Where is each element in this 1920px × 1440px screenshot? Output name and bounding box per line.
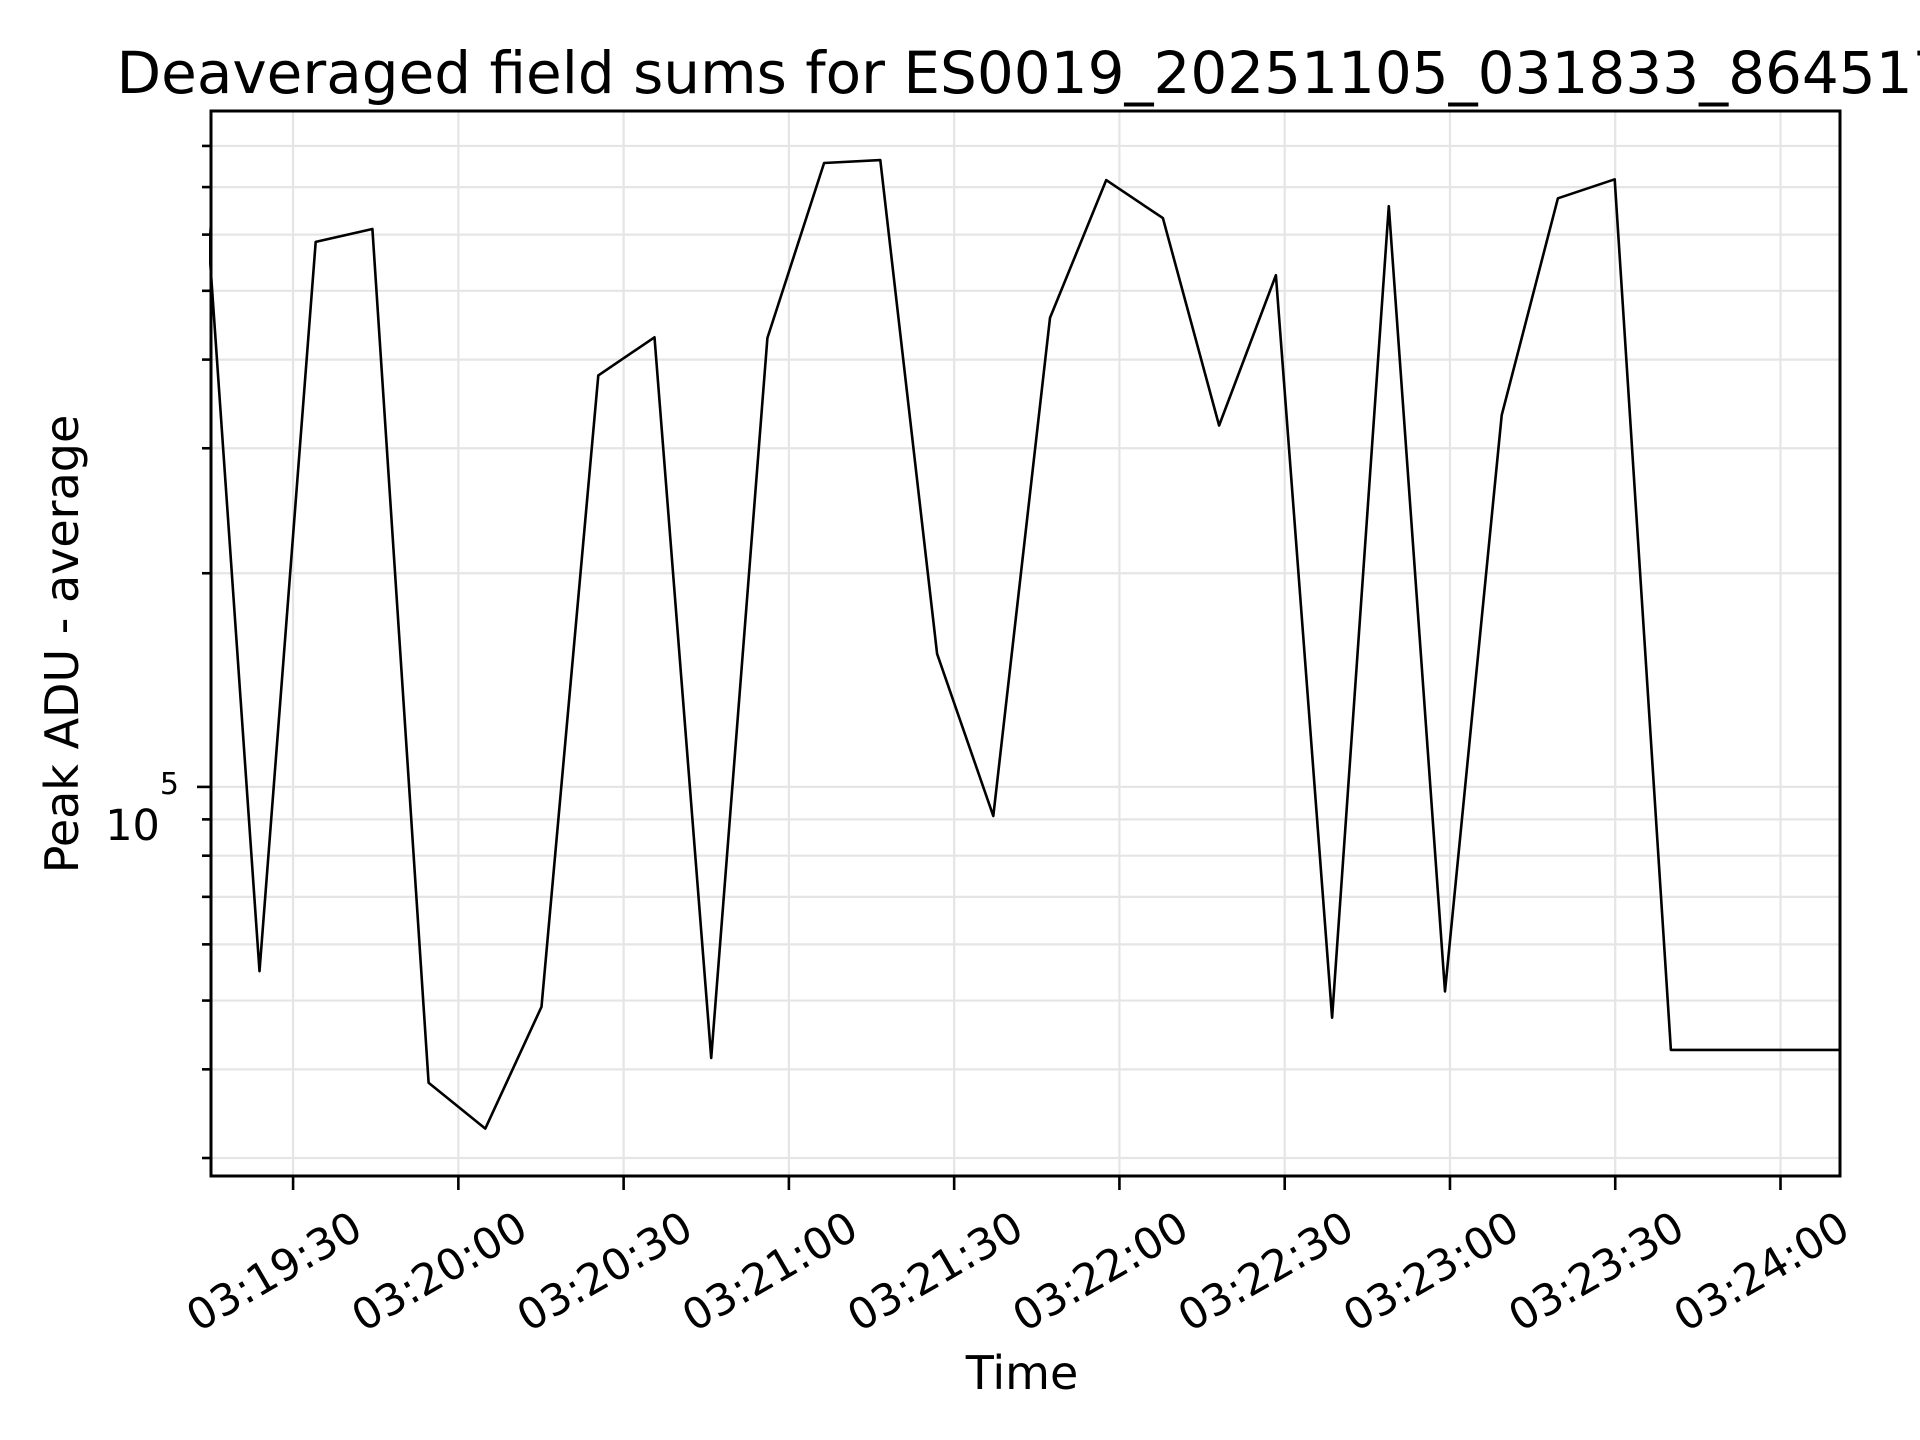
y-tick-mantissa: 10 <box>105 801 160 851</box>
y-major-tick-label: 105 <box>105 767 179 851</box>
chart-title: Deaveraged field sums for ES0019_2025110… <box>116 39 1920 107</box>
x-tick-label: 03:20:30 <box>509 1202 701 1342</box>
x-tick-label: 03:21:30 <box>839 1202 1031 1342</box>
y-tick-exponent: 5 <box>160 767 179 802</box>
axis-ticks <box>197 144 1782 1190</box>
x-tick-label: 03:22:30 <box>1170 1202 1362 1342</box>
x-tick-label: 03:24:00 <box>1666 1202 1858 1342</box>
data-line <box>209 158 1841 1130</box>
x-tick-labels: 03:19:3003:20:0003:20:3003:21:0003:21:30… <box>178 1202 1858 1342</box>
plot-border <box>209 109 1842 1178</box>
x-tick-label: 03:19:30 <box>178 1202 370 1342</box>
x-tick-label: 03:21:00 <box>674 1202 866 1342</box>
data-series <box>209 158 1841 1130</box>
y-axis-label: Peak ADU - average <box>35 415 89 874</box>
x-tick-label: 03:20:00 <box>344 1202 536 1342</box>
x-tick-label: 03:23:30 <box>1500 1202 1692 1342</box>
x-axis-label: Time <box>965 1346 1079 1400</box>
x-tick-label: 03:23:00 <box>1335 1202 1527 1342</box>
gridlines <box>211 111 1840 1176</box>
x-tick-label: 03:22:00 <box>1005 1202 1197 1342</box>
